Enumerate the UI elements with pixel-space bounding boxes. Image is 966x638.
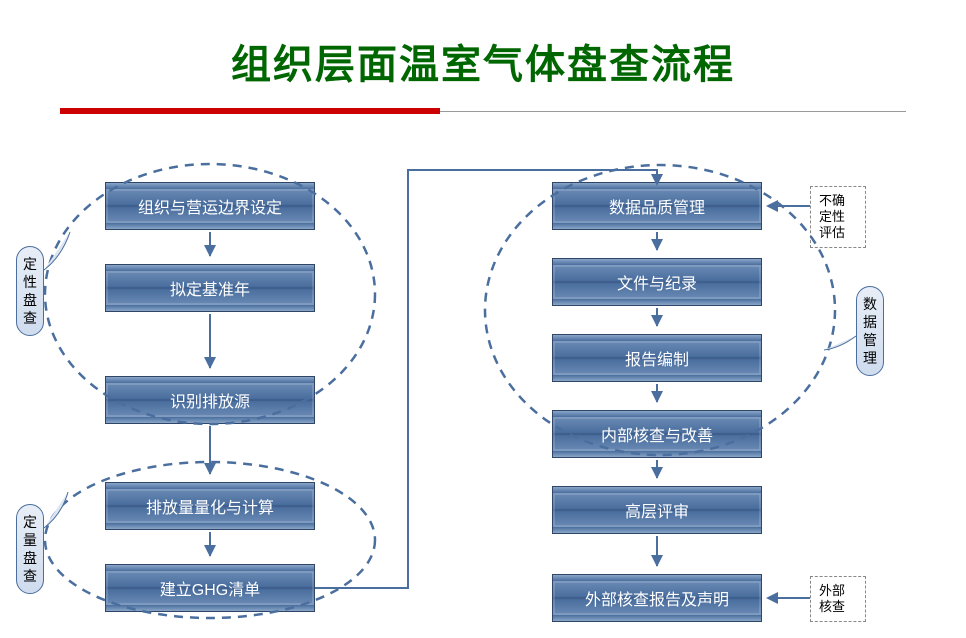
sidebox-uncertainty: 不确定性评估: [810, 186, 866, 248]
node-base-year: 拟定基准年: [105, 270, 315, 306]
node-documents: 文件与纪录: [552, 264, 762, 300]
arrow-n6-n7: [656, 232, 658, 250]
arrow-n8-n9: [656, 384, 658, 402]
arrow-n10-n11: [656, 536, 658, 566]
node-quantify: 排放量量化与计算: [105, 488, 315, 524]
callout-tail-1: [44, 232, 70, 270]
arrow-n9-n10: [656, 460, 658, 478]
callout-qualitative: 定性盘查: [16, 246, 44, 336]
link-s2-head: [766, 592, 778, 604]
arrow-n1-n2: [209, 232, 211, 256]
node-internal-audit: 内部核查与改善: [552, 416, 762, 452]
node-mgmt-review: 高层评审: [552, 492, 762, 528]
node-ghg-list: 建立GHG清单: [105, 570, 315, 606]
callout-tail-3: [824, 336, 856, 350]
arrow-n2-n3: [209, 314, 211, 368]
callout-data-mgmt: 数据管理: [856, 286, 884, 376]
node-external-audit: 外部核查报告及声明: [552, 580, 762, 616]
callout-tail-2: [44, 492, 68, 528]
callout-quantitative: 定量盘查: [16, 504, 44, 594]
page-title: 组织层面温室气体盘查流程: [0, 0, 966, 90]
underline-red: [60, 108, 440, 114]
node-data-quality: 数据品质管理: [552, 188, 762, 224]
link-s1-head: [766, 200, 778, 212]
arrow-n4-n5: [209, 532, 211, 556]
overlay-svg: [0, 0, 966, 638]
arrow-n3-n4: [209, 426, 211, 474]
arrow-n7-n8: [656, 308, 658, 326]
sidebox-external: 外部核查: [810, 576, 866, 622]
title-underline: [60, 108, 906, 114]
node-boundary: 组织与营运边界设定: [105, 188, 315, 224]
node-report: 报告编制: [552, 340, 762, 376]
node-identify-src: 识别排放源: [105, 382, 315, 418]
